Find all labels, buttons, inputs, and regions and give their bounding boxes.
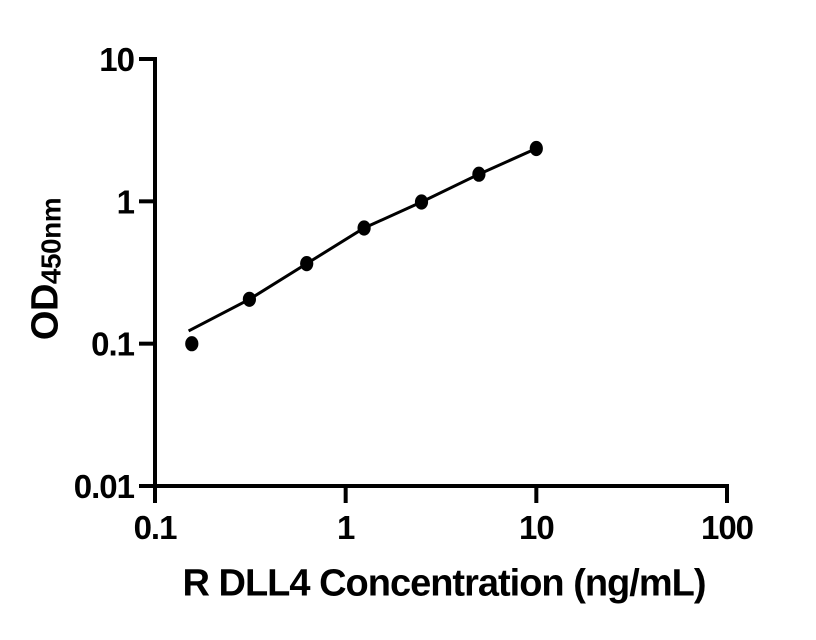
y-tick-label: 10 (99, 41, 134, 78)
data-point (185, 336, 199, 352)
data-point (529, 140, 543, 157)
y-axis-title-main: OD (24, 284, 67, 341)
x-tick-label: 0.1 (134, 509, 178, 546)
x-tick-label: 1 (337, 509, 355, 546)
data-point (472, 166, 486, 182)
y-tick-label: 0.1 (91, 326, 135, 363)
y-axis-title-subscript: 450nm (35, 197, 67, 285)
y-axis-title: OD450nm (25, 198, 68, 340)
data-point (357, 220, 371, 236)
data-point (414, 194, 429, 210)
x-tick-label: 100 (701, 509, 753, 546)
x-axis-title: R DLL4 Concentration (ng/mL) (182, 562, 707, 605)
data-point (242, 291, 256, 307)
data-point (300, 256, 314, 272)
x-tick-label: 10 (519, 509, 554, 546)
y-tick-label: 1 (117, 183, 135, 220)
y-tick-label: 0.01 (74, 468, 135, 505)
